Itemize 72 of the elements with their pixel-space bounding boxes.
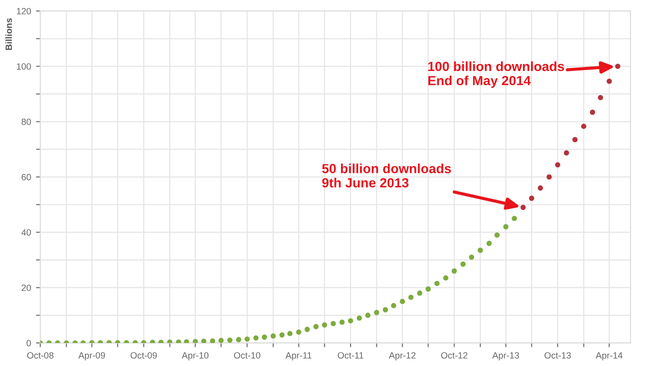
- point: [296, 330, 302, 335]
- point: [494, 232, 500, 238]
- y-tick-label: 60: [22, 174, 31, 180]
- point: [236, 337, 242, 342]
- point: [581, 124, 586, 129]
- x-tick-label: Oct-08: [27, 352, 54, 359]
- point: [460, 262, 466, 267]
- point: [304, 326, 310, 332]
- point: [452, 268, 457, 274]
- annotation: 50 billion downloads 9th June 2013: [322, 164, 451, 188]
- y-axis-title: Billions: [5, 18, 12, 50]
- y-tick-label: 100: [16, 63, 31, 70]
- point: [192, 338, 198, 343]
- point: [365, 312, 370, 318]
- point: [262, 334, 268, 340]
- point: [391, 302, 396, 308]
- x-tick-label: Apr-10: [182, 352, 208, 360]
- point: [287, 330, 293, 336]
- x-tick-label: Oct-09: [130, 352, 157, 359]
- point: [555, 162, 560, 168]
- point: [382, 307, 388, 312]
- y-tick-label: 0: [26, 340, 31, 346]
- x-tick-label: Apr-12: [388, 352, 416, 360]
- point: [244, 336, 250, 342]
- x-tick-label: Oct-13: [544, 352, 571, 359]
- x-tick-label: Oct-12: [441, 352, 468, 359]
- point: [572, 137, 578, 142]
- x-tick-label: Apr-13: [492, 352, 519, 360]
- y-tick-label: 80: [22, 118, 31, 125]
- point: [512, 216, 517, 222]
- x-tick-label: Oct-11: [338, 352, 364, 359]
- point: [443, 275, 448, 281]
- point: [520, 204, 526, 210]
- x-tick-label: Oct-10: [234, 352, 260, 359]
- y-tick-label: 40: [21, 229, 31, 236]
- point: [400, 298, 406, 304]
- point: [598, 94, 604, 100]
- point: [330, 320, 336, 326]
- point: [270, 333, 276, 339]
- point: [590, 110, 596, 115]
- point: [374, 310, 380, 316]
- point: [434, 280, 440, 286]
- point: [313, 324, 319, 330]
- point: [478, 248, 483, 253]
- point: [348, 318, 354, 324]
- point: [417, 290, 422, 296]
- point: [529, 196, 534, 201]
- x-tick-label: Apr-11: [286, 352, 312, 360]
- point: [210, 338, 216, 343]
- point: [227, 338, 232, 343]
- point: [564, 150, 570, 156]
- x-tick-label: Apr-14: [596, 352, 623, 360]
- point: [538, 185, 543, 191]
- y-tick-label: 20: [22, 284, 31, 291]
- point: [253, 335, 259, 341]
- point: [356, 315, 362, 321]
- point: [606, 78, 612, 84]
- x-tick-label: Apr-09: [78, 352, 105, 360]
- point: [486, 240, 492, 246]
- point: [408, 294, 414, 300]
- point: [426, 286, 431, 292]
- y-tick-label: 120: [16, 8, 31, 14]
- point: [218, 338, 224, 343]
- point: [339, 320, 345, 325]
- point: [322, 322, 328, 328]
- point: [468, 254, 474, 260]
- annotation: 100 billion downloads End of May 2014: [428, 61, 564, 88]
- point: [201, 338, 206, 343]
- point: [615, 64, 620, 69]
- point: [279, 332, 285, 338]
- point: [503, 224, 508, 230]
- point: [546, 174, 552, 180]
